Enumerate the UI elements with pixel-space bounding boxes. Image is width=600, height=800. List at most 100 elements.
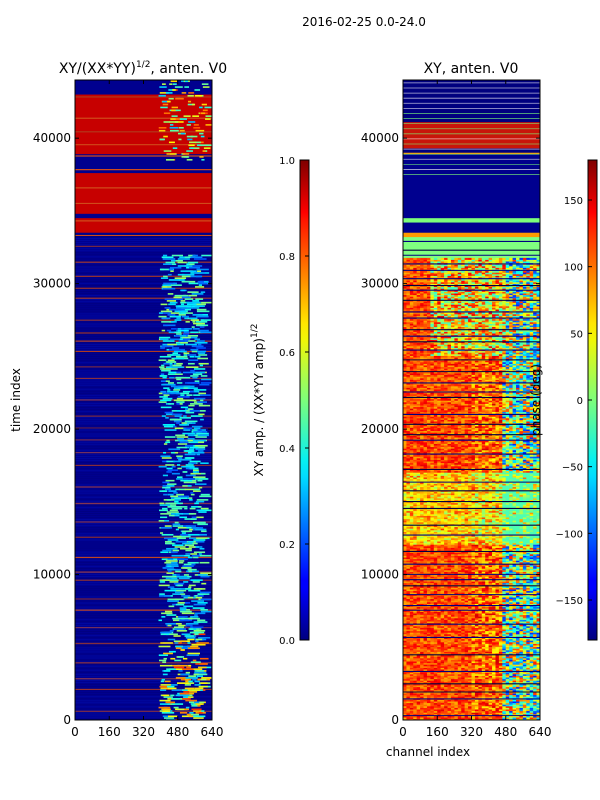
phase-cell xyxy=(536,624,540,627)
phase-cell xyxy=(447,617,452,620)
phase-cell xyxy=(430,709,434,712)
phase-cell xyxy=(509,621,513,624)
phase-cell xyxy=(492,656,496,659)
phase-cell xyxy=(457,704,462,707)
amp-cell xyxy=(203,147,211,149)
phase-cell xyxy=(498,689,503,692)
phase-cell xyxy=(529,662,534,665)
phase-cell xyxy=(468,672,472,675)
amp-cell xyxy=(162,481,170,484)
phase-cell xyxy=(536,662,540,665)
phase-cell xyxy=(495,587,500,590)
amp-cell xyxy=(176,307,189,309)
amp-cell xyxy=(198,553,202,555)
phase-cell xyxy=(536,637,540,640)
phase-cell xyxy=(529,713,534,716)
phase-cell xyxy=(444,637,448,640)
phase-cell xyxy=(502,681,506,684)
phase-cell xyxy=(437,648,441,651)
phase-cell xyxy=(426,667,431,670)
phase-cell xyxy=(488,677,493,680)
amp-cell xyxy=(162,376,167,379)
phase-cell xyxy=(516,705,520,708)
phase-cell xyxy=(488,689,493,692)
phase-cell xyxy=(471,603,476,606)
phase-cell xyxy=(409,633,414,636)
phase-cell xyxy=(492,659,496,662)
phase-cell xyxy=(433,587,438,590)
phase-cell xyxy=(423,581,428,584)
phase-cell xyxy=(416,680,421,683)
phase-cell xyxy=(413,606,417,609)
phase-cell xyxy=(430,710,434,713)
phase-cell xyxy=(533,614,537,617)
phase-cell xyxy=(447,664,452,667)
phase-cell xyxy=(526,718,530,720)
phase-cell xyxy=(519,590,524,593)
phase-cell xyxy=(492,648,496,651)
amp-panel-title: XY/(XX*YY)1/2, anten. V0 xyxy=(59,60,227,77)
phase-cell xyxy=(495,581,500,584)
phase-cell xyxy=(420,646,424,649)
phase-cell xyxy=(509,659,513,662)
amp-cell xyxy=(171,472,180,475)
amp-cell xyxy=(162,715,172,718)
phase-cell xyxy=(409,653,414,656)
phase-cell xyxy=(406,621,411,624)
amp-cell xyxy=(166,563,179,566)
phase-cell xyxy=(409,685,414,688)
amp-cell xyxy=(167,687,177,690)
phase-cell xyxy=(444,653,448,656)
phase-cell xyxy=(464,627,469,630)
phase-cell xyxy=(478,659,482,662)
phase-cell xyxy=(416,640,421,643)
phase-cell xyxy=(498,633,503,636)
amp-cell xyxy=(174,537,186,540)
amp-cell xyxy=(187,485,192,487)
amp-cell xyxy=(159,375,168,377)
phase-cell xyxy=(430,619,434,622)
phase-cell xyxy=(498,704,503,707)
phase-cell xyxy=(450,649,455,652)
phase-cell xyxy=(457,609,462,612)
amp-cell xyxy=(167,314,176,316)
phase-cell xyxy=(461,694,465,697)
amp-cell xyxy=(182,333,190,335)
phase-cell xyxy=(409,661,414,664)
phase-block xyxy=(403,174,540,233)
phase-cell xyxy=(423,640,428,643)
amp-cell xyxy=(174,310,187,313)
phase-cell xyxy=(495,694,500,697)
phase-cell xyxy=(430,659,434,662)
phase-cell xyxy=(440,638,445,641)
amp-cell xyxy=(160,516,168,519)
phase-cell xyxy=(522,672,527,675)
phase-cell xyxy=(447,686,452,689)
phase-cell xyxy=(430,696,434,699)
phase-cell xyxy=(461,614,465,617)
amp-cell xyxy=(177,396,190,398)
phase-cell xyxy=(433,651,438,654)
phase-cell xyxy=(413,617,417,620)
phase-cell xyxy=(450,710,455,713)
amp-cell xyxy=(188,513,197,515)
amp-cell xyxy=(173,335,187,337)
phase-cell xyxy=(416,630,421,633)
amp-cell xyxy=(189,390,195,393)
phase-cell xyxy=(430,582,434,585)
amp-cell xyxy=(175,298,183,300)
amp-cell xyxy=(188,404,195,407)
phase-cell xyxy=(447,713,452,716)
phase-cell xyxy=(529,689,534,692)
phase-cell xyxy=(529,665,534,668)
phase-cell xyxy=(516,718,520,720)
phase-cell xyxy=(464,681,469,684)
phase-cell xyxy=(495,685,500,688)
amp-cell xyxy=(180,394,185,396)
phase-cell xyxy=(437,667,441,670)
phase-cell xyxy=(485,582,489,585)
amp-cell xyxy=(170,495,181,498)
phase-cell xyxy=(437,686,441,689)
phase-cell xyxy=(505,617,510,620)
phase-cell xyxy=(464,646,469,649)
